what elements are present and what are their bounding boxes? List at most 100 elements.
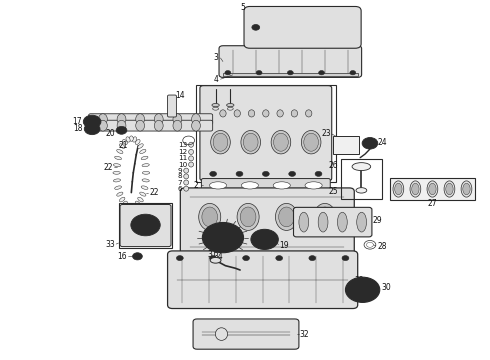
Circle shape: [243, 256, 249, 261]
Ellipse shape: [120, 197, 125, 202]
Ellipse shape: [429, 183, 436, 195]
Ellipse shape: [126, 203, 130, 209]
FancyBboxPatch shape: [200, 86, 332, 181]
Ellipse shape: [199, 203, 221, 230]
Ellipse shape: [142, 179, 149, 182]
Text: 22: 22: [103, 163, 113, 172]
Ellipse shape: [212, 104, 220, 107]
Ellipse shape: [136, 114, 145, 125]
Ellipse shape: [338, 212, 347, 232]
Ellipse shape: [132, 203, 137, 209]
Ellipse shape: [142, 164, 149, 167]
Ellipse shape: [318, 212, 328, 232]
Text: 27: 27: [428, 199, 437, 208]
Ellipse shape: [117, 149, 123, 153]
FancyBboxPatch shape: [168, 251, 358, 309]
Ellipse shape: [291, 110, 297, 117]
Ellipse shape: [356, 188, 367, 193]
Circle shape: [225, 71, 231, 75]
Ellipse shape: [357, 212, 367, 232]
Ellipse shape: [306, 110, 312, 117]
Ellipse shape: [135, 201, 140, 206]
Ellipse shape: [122, 139, 127, 144]
Text: 22: 22: [149, 188, 159, 197]
Ellipse shape: [192, 120, 200, 131]
Text: 14: 14: [175, 91, 185, 100]
Bar: [196, 85, 336, 182]
FancyBboxPatch shape: [168, 95, 176, 117]
Text: 18: 18: [73, 125, 82, 134]
Ellipse shape: [241, 182, 258, 189]
Text: 30: 30: [381, 284, 391, 292]
Ellipse shape: [213, 133, 228, 151]
Text: 28: 28: [377, 242, 387, 251]
Circle shape: [132, 253, 142, 260]
Ellipse shape: [213, 107, 219, 110]
Ellipse shape: [117, 120, 126, 131]
Circle shape: [131, 214, 160, 236]
FancyBboxPatch shape: [294, 207, 372, 237]
Text: 8: 8: [178, 174, 182, 179]
Ellipse shape: [117, 192, 123, 196]
Circle shape: [176, 256, 183, 261]
Circle shape: [345, 277, 380, 302]
Circle shape: [210, 171, 217, 176]
Ellipse shape: [189, 156, 194, 161]
Ellipse shape: [273, 182, 290, 189]
Ellipse shape: [304, 133, 318, 151]
Ellipse shape: [248, 110, 255, 117]
Text: 33: 33: [105, 240, 115, 249]
Circle shape: [138, 219, 153, 231]
Circle shape: [252, 24, 260, 30]
Text: 25: 25: [328, 188, 338, 197]
Circle shape: [263, 171, 270, 176]
Circle shape: [218, 234, 228, 241]
Text: 23: 23: [321, 129, 331, 138]
Ellipse shape: [412, 183, 419, 195]
FancyBboxPatch shape: [120, 204, 171, 247]
Circle shape: [257, 234, 272, 245]
Text: 20: 20: [105, 130, 115, 139]
Ellipse shape: [115, 156, 122, 160]
Bar: [333, 136, 359, 154]
Ellipse shape: [211, 131, 230, 154]
Circle shape: [210, 256, 217, 261]
Ellipse shape: [237, 203, 259, 230]
Ellipse shape: [220, 110, 226, 117]
Text: 10: 10: [178, 162, 187, 167]
Ellipse shape: [98, 120, 107, 131]
Text: 5: 5: [240, 3, 245, 12]
Circle shape: [342, 256, 349, 261]
Circle shape: [88, 118, 97, 125]
Ellipse shape: [192, 114, 200, 125]
Ellipse shape: [189, 162, 194, 167]
Ellipse shape: [154, 120, 163, 131]
Ellipse shape: [210, 182, 226, 189]
Text: 7: 7: [178, 180, 182, 185]
Ellipse shape: [202, 207, 218, 227]
Ellipse shape: [393, 181, 404, 197]
Ellipse shape: [120, 144, 125, 148]
FancyBboxPatch shape: [244, 6, 361, 48]
Text: 11: 11: [178, 156, 187, 161]
Text: 3: 3: [213, 54, 218, 63]
Ellipse shape: [461, 181, 472, 197]
Ellipse shape: [216, 328, 227, 341]
Ellipse shape: [154, 114, 163, 125]
Circle shape: [236, 171, 243, 176]
Circle shape: [202, 222, 244, 253]
Ellipse shape: [463, 183, 470, 195]
Text: 21: 21: [119, 141, 128, 150]
Ellipse shape: [314, 203, 336, 230]
Text: 6: 6: [178, 186, 182, 192]
Ellipse shape: [189, 149, 194, 154]
Circle shape: [88, 126, 96, 132]
Ellipse shape: [113, 179, 121, 182]
FancyBboxPatch shape: [193, 319, 299, 349]
Ellipse shape: [446, 183, 453, 195]
Bar: [390, 178, 475, 200]
Ellipse shape: [129, 136, 133, 141]
FancyBboxPatch shape: [180, 188, 354, 256]
Ellipse shape: [113, 164, 121, 167]
Ellipse shape: [98, 114, 107, 125]
